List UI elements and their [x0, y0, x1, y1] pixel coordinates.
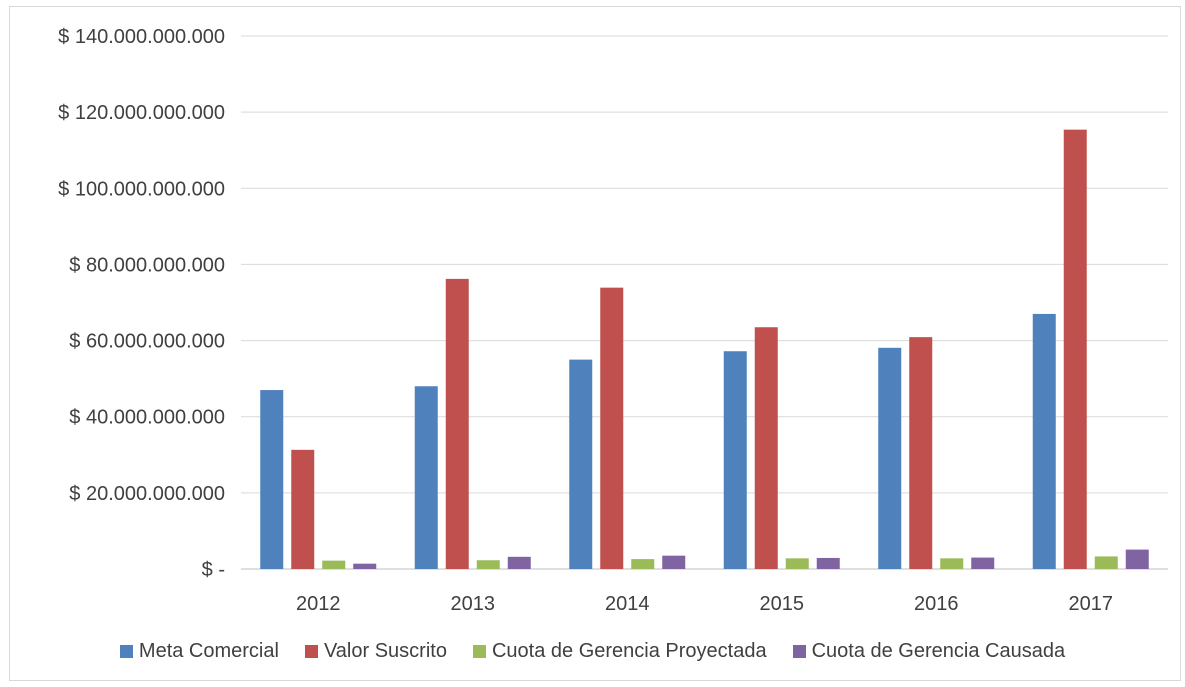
- bar-2016-valor-suscrito: [909, 337, 933, 569]
- y-tick-label: $ 120.000.000.000: [58, 102, 225, 124]
- bar-2014-valor-suscrito: [600, 287, 624, 569]
- bars: [260, 129, 1149, 570]
- x-tick-label: 2012: [296, 593, 341, 615]
- bar-2017-valor-suscrito: [1063, 129, 1087, 570]
- y-tick-label: $ 140.000.000.000: [58, 26, 225, 48]
- bar-2014-meta-comercial: [569, 359, 593, 569]
- legend: Meta Comercial Valor Suscrito Cuota de G…: [0, 640, 1185, 663]
- y-axis-tick-labels: $ - $ 20.000.000.000 $ 40.000.000.000 $ 60.…: [58, 26, 225, 581]
- legend-swatch: [304, 645, 318, 658]
- y-tick-label: $ -: [202, 559, 225, 581]
- bar-2015-cuota-de-gerencia-proyectada: [785, 558, 809, 569]
- bar-2016-cuota-de-gerencia-causada: [971, 557, 995, 569]
- bar-2012-cuota-de-gerencia-causada: [353, 563, 377, 569]
- x-tick-label: 2013: [451, 593, 496, 615]
- x-tick-label: 2014: [605, 593, 650, 615]
- bar-2015-cuota-de-gerencia-causada: [816, 557, 840, 569]
- legend-swatch: [119, 645, 133, 658]
- legend-label: Cuota de Gerencia Proyectada: [491, 640, 767, 662]
- bar-2015-valor-suscrito: [754, 327, 778, 569]
- bar-2014-cuota-de-gerencia-causada: [662, 555, 686, 569]
- legend-label: Valor Suscrito: [323, 640, 447, 662]
- y-tick-label: $ 60.000.000.000: [69, 331, 225, 353]
- bar-2016-meta-comercial: [878, 347, 902, 569]
- legend-label: Meta Comercial: [138, 640, 279, 662]
- bar-2013-meta-comercial: [414, 386, 438, 569]
- legend-swatch: [472, 645, 486, 658]
- bar-2012-cuota-de-gerencia-proyectada: [322, 560, 346, 569]
- x-tick-label: 2017: [1069, 593, 1114, 615]
- bar-2012-valor-suscrito: [291, 449, 315, 569]
- bar-2017-meta-comercial: [1032, 313, 1056, 569]
- bar-2017-cuota-de-gerencia-proyectada: [1094, 556, 1118, 569]
- bar-2014-cuota-de-gerencia-proyectada: [631, 559, 655, 569]
- gridlines: [241, 35, 1168, 570]
- bar-2012-meta-comercial: [260, 390, 284, 569]
- y-tick-label: $ 80.000.000.000: [69, 254, 225, 276]
- x-tick-label: 2016: [914, 593, 959, 615]
- bar-2015-meta-comercial: [723, 351, 747, 569]
- x-tick-label: 2015: [760, 593, 805, 615]
- bar-2017-cuota-de-gerencia-causada: [1125, 549, 1149, 569]
- legend-label: Cuota de Gerencia Causada: [811, 640, 1066, 662]
- bar-2013-cuota-de-gerencia-causada: [507, 556, 531, 569]
- bar-2013-cuota-de-gerencia-proyectada: [476, 560, 500, 569]
- y-tick-label: $ 100.000.000.000: [58, 178, 225, 200]
- x-axis-tick-labels: 2012 2013 2014 2015 2016 2017: [296, 593, 1113, 615]
- legend-item-cuota-proyectada: Cuota de Gerencia Proyectada: [472, 640, 767, 663]
- legend-item-valor-suscrito: Valor Suscrito: [304, 640, 447, 663]
- y-tick-label: $ 40.000.000.000: [69, 407, 225, 429]
- legend-swatch: [792, 645, 806, 658]
- bar-2016-cuota-de-gerencia-proyectada: [940, 558, 964, 569]
- bar-2013-valor-suscrito: [445, 278, 469, 569]
- legend-item-cuota-causada: Cuota de Gerencia Causada: [792, 640, 1066, 663]
- legend-item-meta-comercial: Meta Comercial: [119, 640, 279, 663]
- y-tick-label: $ 20.000.000.000: [69, 483, 225, 505]
